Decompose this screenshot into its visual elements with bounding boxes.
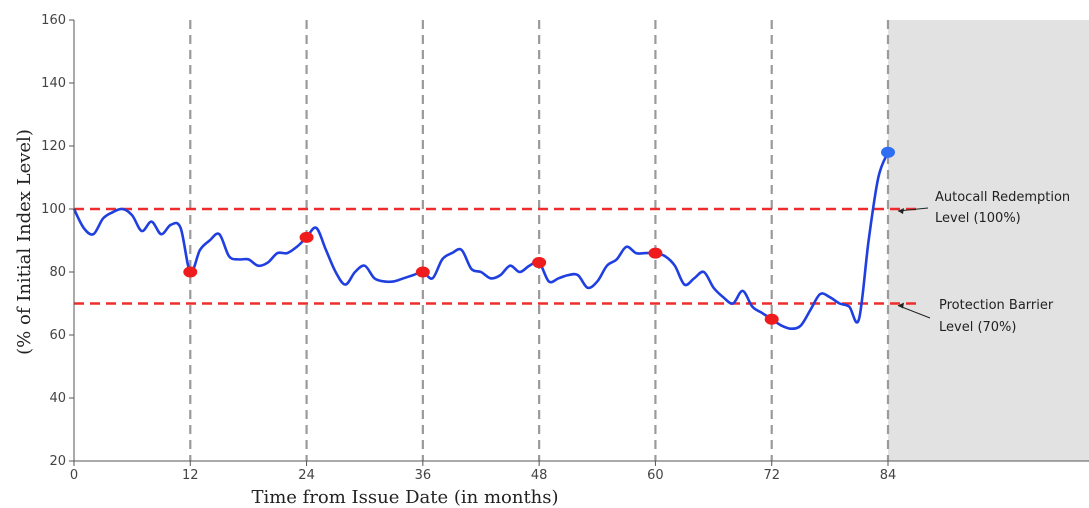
- axes: [73, 20, 1089, 462]
- observation-marker: [415, 266, 430, 278]
- observation-marker: [532, 257, 547, 269]
- y-axis-title: (% of Initial Index Level): [14, 129, 35, 355]
- y-tick-label: 60: [49, 328, 66, 343]
- x-tick-label: 60: [647, 468, 664, 483]
- reference-label: Autocall Redemption: [935, 190, 1070, 205]
- x-axis-title: Time from Issue Date (in months): [251, 487, 558, 508]
- y-tick-label: 100: [41, 202, 66, 217]
- observation-marker: [648, 247, 663, 259]
- index-level-line: [72, 151, 890, 330]
- x-tick-label: 72: [763, 468, 780, 483]
- annotation-arrow: [897, 305, 931, 319]
- y-tick-labels: 20 40 60 80 100 120 140 160: [41, 13, 74, 469]
- reference-label: Protection Barrier: [939, 298, 1054, 313]
- arrow-head-icon: [898, 302, 904, 309]
- observation-marker: [881, 146, 895, 158]
- y-tick-label: 140: [41, 76, 66, 91]
- observation-marker: [183, 266, 198, 278]
- x-tick-label: 84: [880, 468, 897, 483]
- arrow-head-icon: [898, 208, 904, 214]
- shaded-region: [888, 20, 1089, 461]
- x-tick-label: 0: [70, 468, 78, 483]
- observation-marker: [299, 231, 314, 243]
- x-tick-label: 48: [531, 468, 548, 483]
- x-tick-label: 12: [182, 468, 199, 483]
- x-tick-label: 24: [298, 468, 315, 483]
- y-tick-label: 80: [49, 265, 66, 280]
- y-tick-label: 160: [41, 13, 66, 28]
- reference-label: Level (100%): [935, 211, 1021, 226]
- observation-marker: [764, 313, 779, 325]
- observation-lines: [189, 20, 890, 461]
- reference-label: Level (70%): [939, 320, 1017, 335]
- annotations: Autocall Redemption Level (100%) Protectio…: [897, 190, 1070, 335]
- reference-lines: [74, 207, 922, 305]
- y-tick-label: 20: [49, 454, 66, 469]
- observation-markers: [183, 146, 895, 325]
- x-tick-labels: 0 12 24 36 48 60 72 84: [70, 461, 896, 483]
- x-tick-label: 36: [415, 468, 432, 483]
- y-tick-label: 40: [49, 391, 66, 406]
- y-tick-label: 120: [41, 139, 66, 154]
